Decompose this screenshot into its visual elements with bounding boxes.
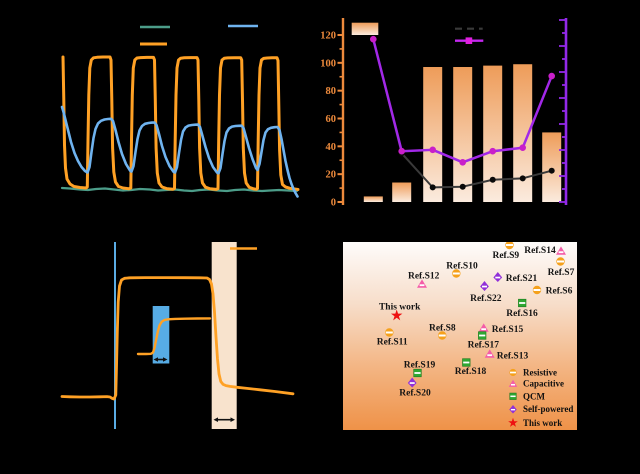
humidity-bar (483, 65, 503, 202)
capacitive-marker (417, 279, 427, 288)
blue-response-curve (60, 105, 299, 198)
scatter-point-label: Ref.S22 (470, 294, 502, 304)
scatter-point-label: Ref.S12 (408, 272, 440, 282)
legend-entry-label: Self-powered (523, 404, 573, 414)
panel-c-response-recovery-chart (60, 242, 295, 429)
inset-zoom-curve (136, 317, 212, 356)
black-line-marker (489, 176, 496, 183)
capacitive-marker (478, 323, 489, 332)
qcm-marker (518, 298, 527, 308)
scatter-point-label: Ref.S7 (548, 268, 575, 278)
purple-line-marker (459, 159, 466, 166)
resistive-marker (452, 269, 461, 278)
scatter-point-label: Ref.S9 (492, 251, 519, 261)
purple-line-marker (398, 147, 405, 155)
scatter-point-label: Ref.S15 (492, 325, 524, 335)
humidity-bar (423, 67, 443, 202)
selfpowered-marker (509, 404, 517, 414)
scatter-point-label: Ref.S18 (455, 367, 487, 377)
resistive-marker (532, 285, 542, 295)
scatter-point-label: This work (379, 303, 421, 313)
purple-line-marker (548, 72, 555, 80)
scatter-point-label: Ref.S20 (399, 389, 431, 399)
humidity-bar (392, 182, 412, 202)
left-axis-tick-label: 120 (320, 31, 336, 42)
capacitive-marker (556, 246, 566, 255)
scatter-point-label: Ref.S17 (468, 341, 500, 351)
scatter-point-label: Ref.S10 (446, 262, 478, 272)
resistive-marker (438, 331, 447, 340)
qcm-marker (413, 368, 422, 378)
black-line-marker (548, 167, 555, 174)
response-time-rect (152, 306, 170, 364)
scatter-point-label: Ref.S8 (429, 324, 456, 334)
capacitive-marker (484, 349, 495, 358)
humidity-bar (513, 64, 533, 202)
legend-entry-label: Capacitive (523, 379, 564, 389)
resistive-marker (385, 328, 394, 337)
panel-b-bar-line-chart: 0 20 40 60 80 100 120 (320, 18, 568, 209)
legend-entry-label: QCM (523, 391, 546, 401)
humidity-bar (453, 67, 473, 202)
purple-line-marker (489, 147, 496, 155)
humidity-bar (542, 132, 562, 202)
capacitive-marker (508, 379, 518, 387)
selfpowered-marker (493, 272, 503, 282)
resistive-marker (505, 242, 514, 250)
orange-pulse-curve (61, 55, 300, 191)
qcm-marker (509, 392, 517, 400)
scatter-point-label: Ref.S21 (506, 274, 538, 284)
left-axis-tick-label: 40 (326, 142, 337, 153)
purple-line-marker (519, 144, 526, 152)
selfpowered-marker (480, 281, 489, 291)
resistive-marker (556, 257, 565, 266)
star-marker (508, 417, 518, 427)
scatter-point-label: Ref.S19 (404, 361, 436, 371)
purple-line-marker (370, 35, 377, 43)
scatter-point-label: Ref.S14 (524, 246, 556, 256)
left-axis-tick-label: 80 (326, 86, 337, 97)
humidity-bar (363, 196, 383, 202)
panel-d-comparison-scatter: Ref.S9 Ref.S14 Ref.S7 Ref.S10 Ref.S12 Ref.S21… (343, 242, 577, 430)
left-axis-tick-label: 0 (331, 198, 336, 209)
scatter-point-label: Ref.S16 (506, 309, 538, 319)
recovery-time-arrow (213, 417, 235, 422)
teal-baseline-curve (60, 186, 299, 193)
left-axis-tick-label: 20 (326, 170, 337, 181)
left-axis-tick-label: 60 (326, 114, 337, 125)
purple-line-marker (429, 146, 436, 154)
scatter-point-label: Ref.S11 (377, 338, 408, 348)
response-curve (60, 276, 295, 401)
scatter-point-label: Ref.S6 (546, 287, 573, 297)
legend-entry-label: This work (523, 418, 562, 428)
selfpowered-marker (407, 377, 417, 388)
black-line-marker (429, 184, 436, 191)
black-line-marker (459, 183, 466, 190)
scatter-point-label: Ref.S13 (497, 352, 529, 362)
star-marker (390, 309, 403, 321)
legend-purple-marker (465, 37, 473, 44)
black-line-marker (519, 175, 526, 182)
qcm-marker (462, 358, 471, 367)
qcm-marker (478, 331, 487, 340)
response-time-arrow (153, 357, 168, 362)
panel-a-gas-pulses-chart (60, 24, 300, 198)
legend-entry-label: Resistive (523, 368, 557, 378)
left-axis-tick-label: 100 (320, 58, 336, 69)
legend-bar-swatch (351, 22, 379, 35)
resistive-marker (509, 368, 517, 377)
